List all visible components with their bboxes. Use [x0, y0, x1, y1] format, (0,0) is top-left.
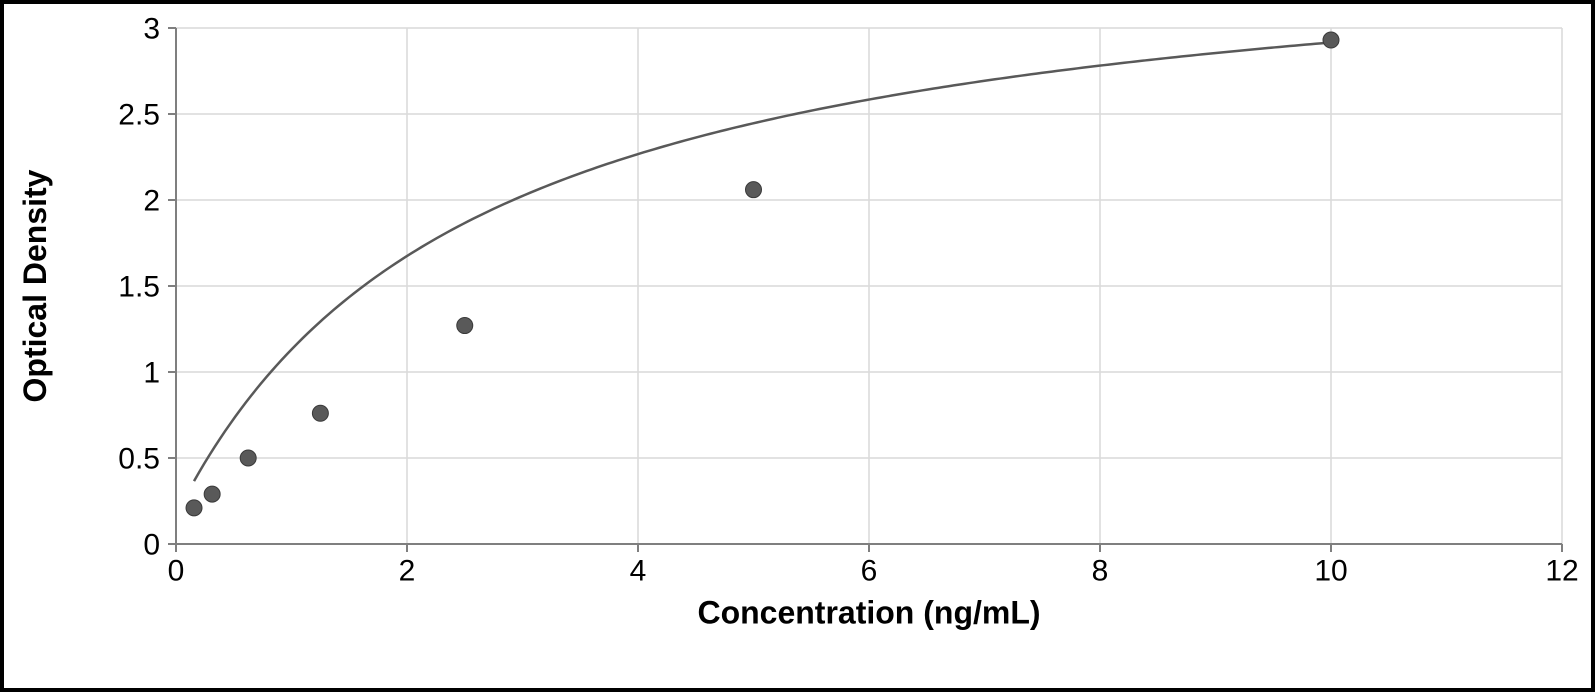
x-tick-label: 2: [399, 555, 416, 588]
x-tick-label: 4: [630, 555, 647, 588]
x-axis-title: Concentration (ng/mL): [697, 595, 1040, 631]
y-tick-label: 2.5: [118, 99, 160, 132]
data-point: [240, 450, 256, 466]
x-tick-label: 12: [1545, 555, 1578, 588]
chart-frame: 0 2 4 6 8 10 12 0 0.5 1 1.5 2 2.5 3 Concentration (ng/…: [0, 0, 1595, 692]
y-tick-label: 1: [143, 357, 160, 390]
data-point: [746, 182, 762, 198]
y-tick-label: 0.5: [118, 443, 160, 476]
x-tick-label: 8: [1092, 555, 1109, 588]
y-tick-label: 3: [143, 13, 160, 46]
x-tick-label: 10: [1314, 555, 1347, 588]
data-point: [457, 318, 473, 334]
y-axis-title: Optical Density: [17, 169, 53, 402]
x-tick-label: 0: [168, 555, 185, 588]
y-tick-label: 0: [143, 529, 160, 562]
y-tick-label: 2: [143, 185, 160, 218]
y-tick-label: 1.5: [118, 271, 160, 304]
x-tick-label: 6: [861, 555, 878, 588]
data-point: [312, 405, 328, 421]
data-point: [204, 486, 220, 502]
data-point: [186, 500, 202, 516]
data-point: [1323, 32, 1339, 48]
chart-svg: 0 2 4 6 8 10 12 0 0.5 1 1.5 2 2.5 3 Concentration (ng/…: [4, 4, 1591, 688]
